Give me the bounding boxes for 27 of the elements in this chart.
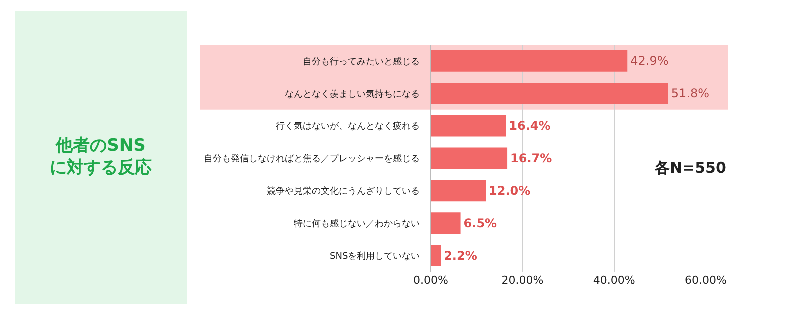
bar: [431, 50, 628, 72]
x-tick-label: 0.00%: [414, 274, 448, 287]
y-tick-label: 自分も行ってみたいと感じる: [303, 56, 420, 68]
data-label: 16.7%: [510, 152, 552, 166]
data-label: 12.0%: [489, 184, 531, 198]
bar: [431, 148, 508, 170]
y-tick-label: 競争や見栄の文化にうんざりしている: [267, 186, 420, 198]
y-tick-label: 行く気はないが、なんとなく疲れる: [276, 121, 420, 132]
x-tick-label: 20.00%: [502, 274, 544, 287]
data-label: 51.8%: [671, 86, 710, 101]
y-tick-label: 特に何も感じない／わからない: [294, 218, 420, 230]
data-label: 42.9%: [630, 54, 669, 68]
y-tick-label: SNSを利用していない: [330, 250, 420, 262]
bar: [431, 82, 668, 104]
annotation: 各N=550: [654, 159, 726, 177]
bar: [431, 245, 442, 266]
x-tick-label: 40.00%: [593, 274, 636, 287]
bar: [431, 212, 461, 234]
data-label: 2.2%: [444, 248, 478, 263]
y-tick-label: なんとなく羨ましい気持ちになる: [285, 88, 420, 100]
text: 他者のSNSに対する反応: [50, 136, 152, 179]
bar: [431, 180, 486, 202]
x-tick-label: 60.00%: [685, 274, 727, 287]
data-label: 16.4%: [509, 119, 551, 134]
data-label: 6.5%: [464, 216, 498, 230]
bar: [431, 115, 506, 137]
y-tick-label: 自分も発信しなければと焦る／プレッシャーを感じる: [204, 154, 420, 165]
